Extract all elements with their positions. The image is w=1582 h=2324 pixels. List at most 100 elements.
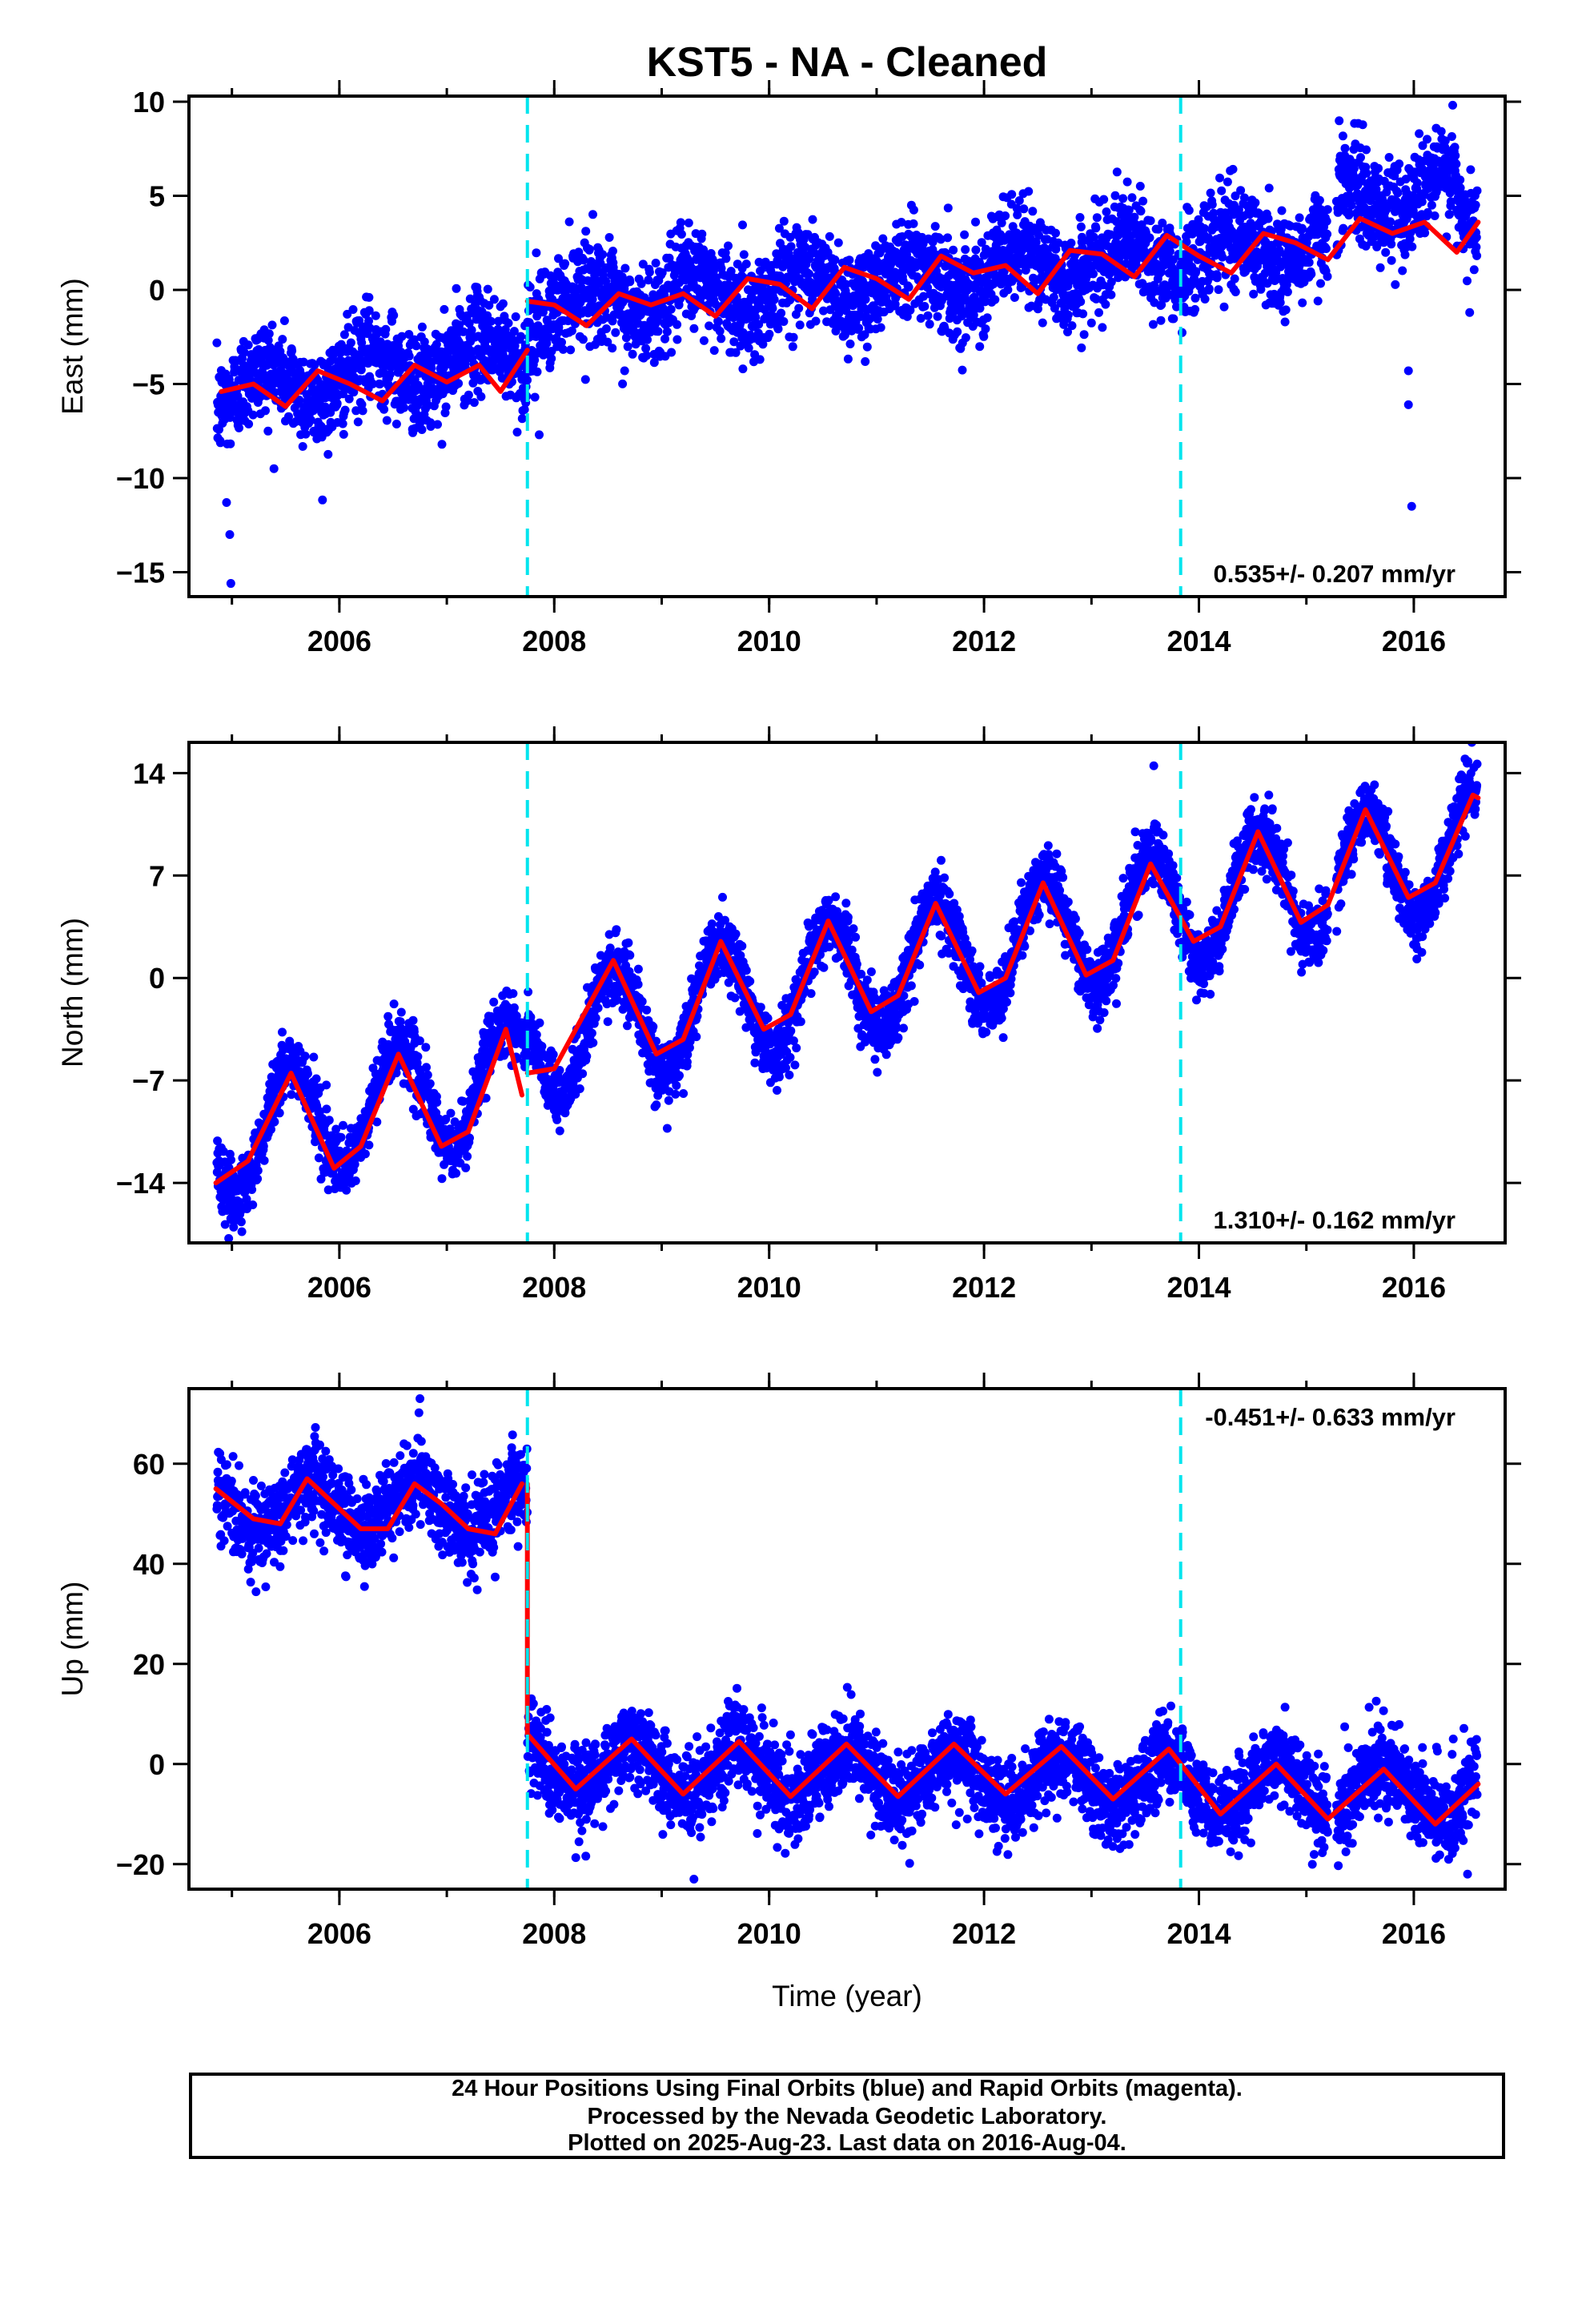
data-point (248, 410, 258, 420)
data-point (523, 376, 532, 385)
data-point (298, 442, 307, 451)
data-point (765, 329, 774, 339)
data-point (1076, 222, 1086, 231)
data-point (1165, 223, 1174, 233)
data-point (287, 346, 297, 356)
data-point (697, 229, 707, 239)
data-point (417, 425, 427, 434)
data-point (773, 324, 783, 334)
data-point (1054, 238, 1063, 247)
data-point (1384, 153, 1394, 162)
data-point (845, 255, 854, 265)
data-point (1102, 207, 1111, 216)
data-point (1347, 200, 1356, 210)
data-point (567, 326, 576, 336)
data-point (1157, 300, 1166, 310)
data-point (1316, 279, 1325, 288)
data-point (1456, 183, 1465, 193)
data-point (244, 420, 254, 428)
data-point (1387, 255, 1396, 265)
data-point (785, 296, 795, 305)
data-point (1112, 167, 1122, 177)
data-point (1393, 188, 1403, 198)
data-point (1344, 208, 1354, 218)
data-point (1412, 179, 1422, 187)
data-point (404, 352, 414, 361)
data-point (754, 257, 764, 267)
data-point (1168, 255, 1178, 264)
y-tick-label: −5 (132, 368, 165, 400)
data-point (489, 295, 499, 304)
data-point (1165, 247, 1174, 256)
data-point (1135, 182, 1145, 191)
x-tick-label: 2012 (952, 625, 1016, 657)
data-point (224, 375, 234, 384)
data-point (1067, 321, 1077, 331)
y-tick-label: 5 (149, 180, 165, 213)
data-point (1058, 297, 1067, 307)
data-point (601, 324, 611, 333)
data-point (265, 343, 275, 352)
data-point (344, 394, 354, 404)
data-point (309, 1052, 319, 1062)
data-point (1228, 164, 1238, 174)
data-point (920, 302, 930, 311)
panel-east: 2006 2008 2010 2012 2014 2016−15−10−50510East… (56, 80, 1521, 657)
data-point (1401, 175, 1411, 184)
data-point (432, 340, 441, 349)
data-point (811, 316, 821, 326)
data-point (517, 414, 527, 424)
data-point (375, 380, 384, 389)
data-point (1194, 215, 1203, 224)
data-point (1323, 205, 1332, 215)
data-point (383, 1011, 393, 1021)
data-point (980, 297, 990, 307)
data-point (1277, 206, 1287, 215)
data-point (1094, 308, 1103, 317)
data-point (905, 305, 915, 315)
data-point (739, 250, 749, 259)
data-point (364, 306, 374, 316)
data-point (215, 438, 225, 448)
data-point (301, 429, 311, 439)
data-point (786, 242, 796, 251)
data-point (278, 335, 287, 344)
data-point (267, 1124, 275, 1134)
data-point (1200, 295, 1210, 304)
data-point (919, 292, 928, 301)
data-point (509, 327, 519, 336)
data-point (601, 276, 611, 286)
data-point (1010, 293, 1019, 302)
y-tick-label: 10 (133, 86, 165, 119)
data-point (808, 294, 817, 304)
data-point (1212, 273, 1222, 283)
data-point (768, 304, 777, 313)
data-point (1349, 163, 1359, 173)
data-point (1079, 330, 1089, 340)
data-point (1075, 213, 1085, 222)
data-point (314, 1153, 323, 1163)
data-point (532, 248, 541, 258)
data-point (975, 304, 985, 313)
data-point (1172, 302, 1181, 312)
data-point (971, 217, 980, 227)
data-point (1423, 135, 1431, 144)
data-point (805, 269, 813, 279)
data-point (303, 1069, 312, 1079)
data-point (263, 336, 273, 345)
data-point (279, 316, 289, 325)
data-point (653, 327, 663, 336)
data-point (862, 342, 872, 352)
data-point (689, 324, 699, 333)
data-point (284, 412, 293, 421)
data-point (342, 1185, 351, 1195)
data-point (1450, 143, 1460, 152)
data-point (516, 332, 525, 341)
data-point (379, 404, 389, 414)
data-point (841, 279, 850, 289)
data-point (1218, 252, 1227, 262)
data-point (558, 344, 568, 354)
data-point (830, 255, 840, 264)
data-point (483, 284, 492, 294)
data-point (933, 312, 942, 321)
